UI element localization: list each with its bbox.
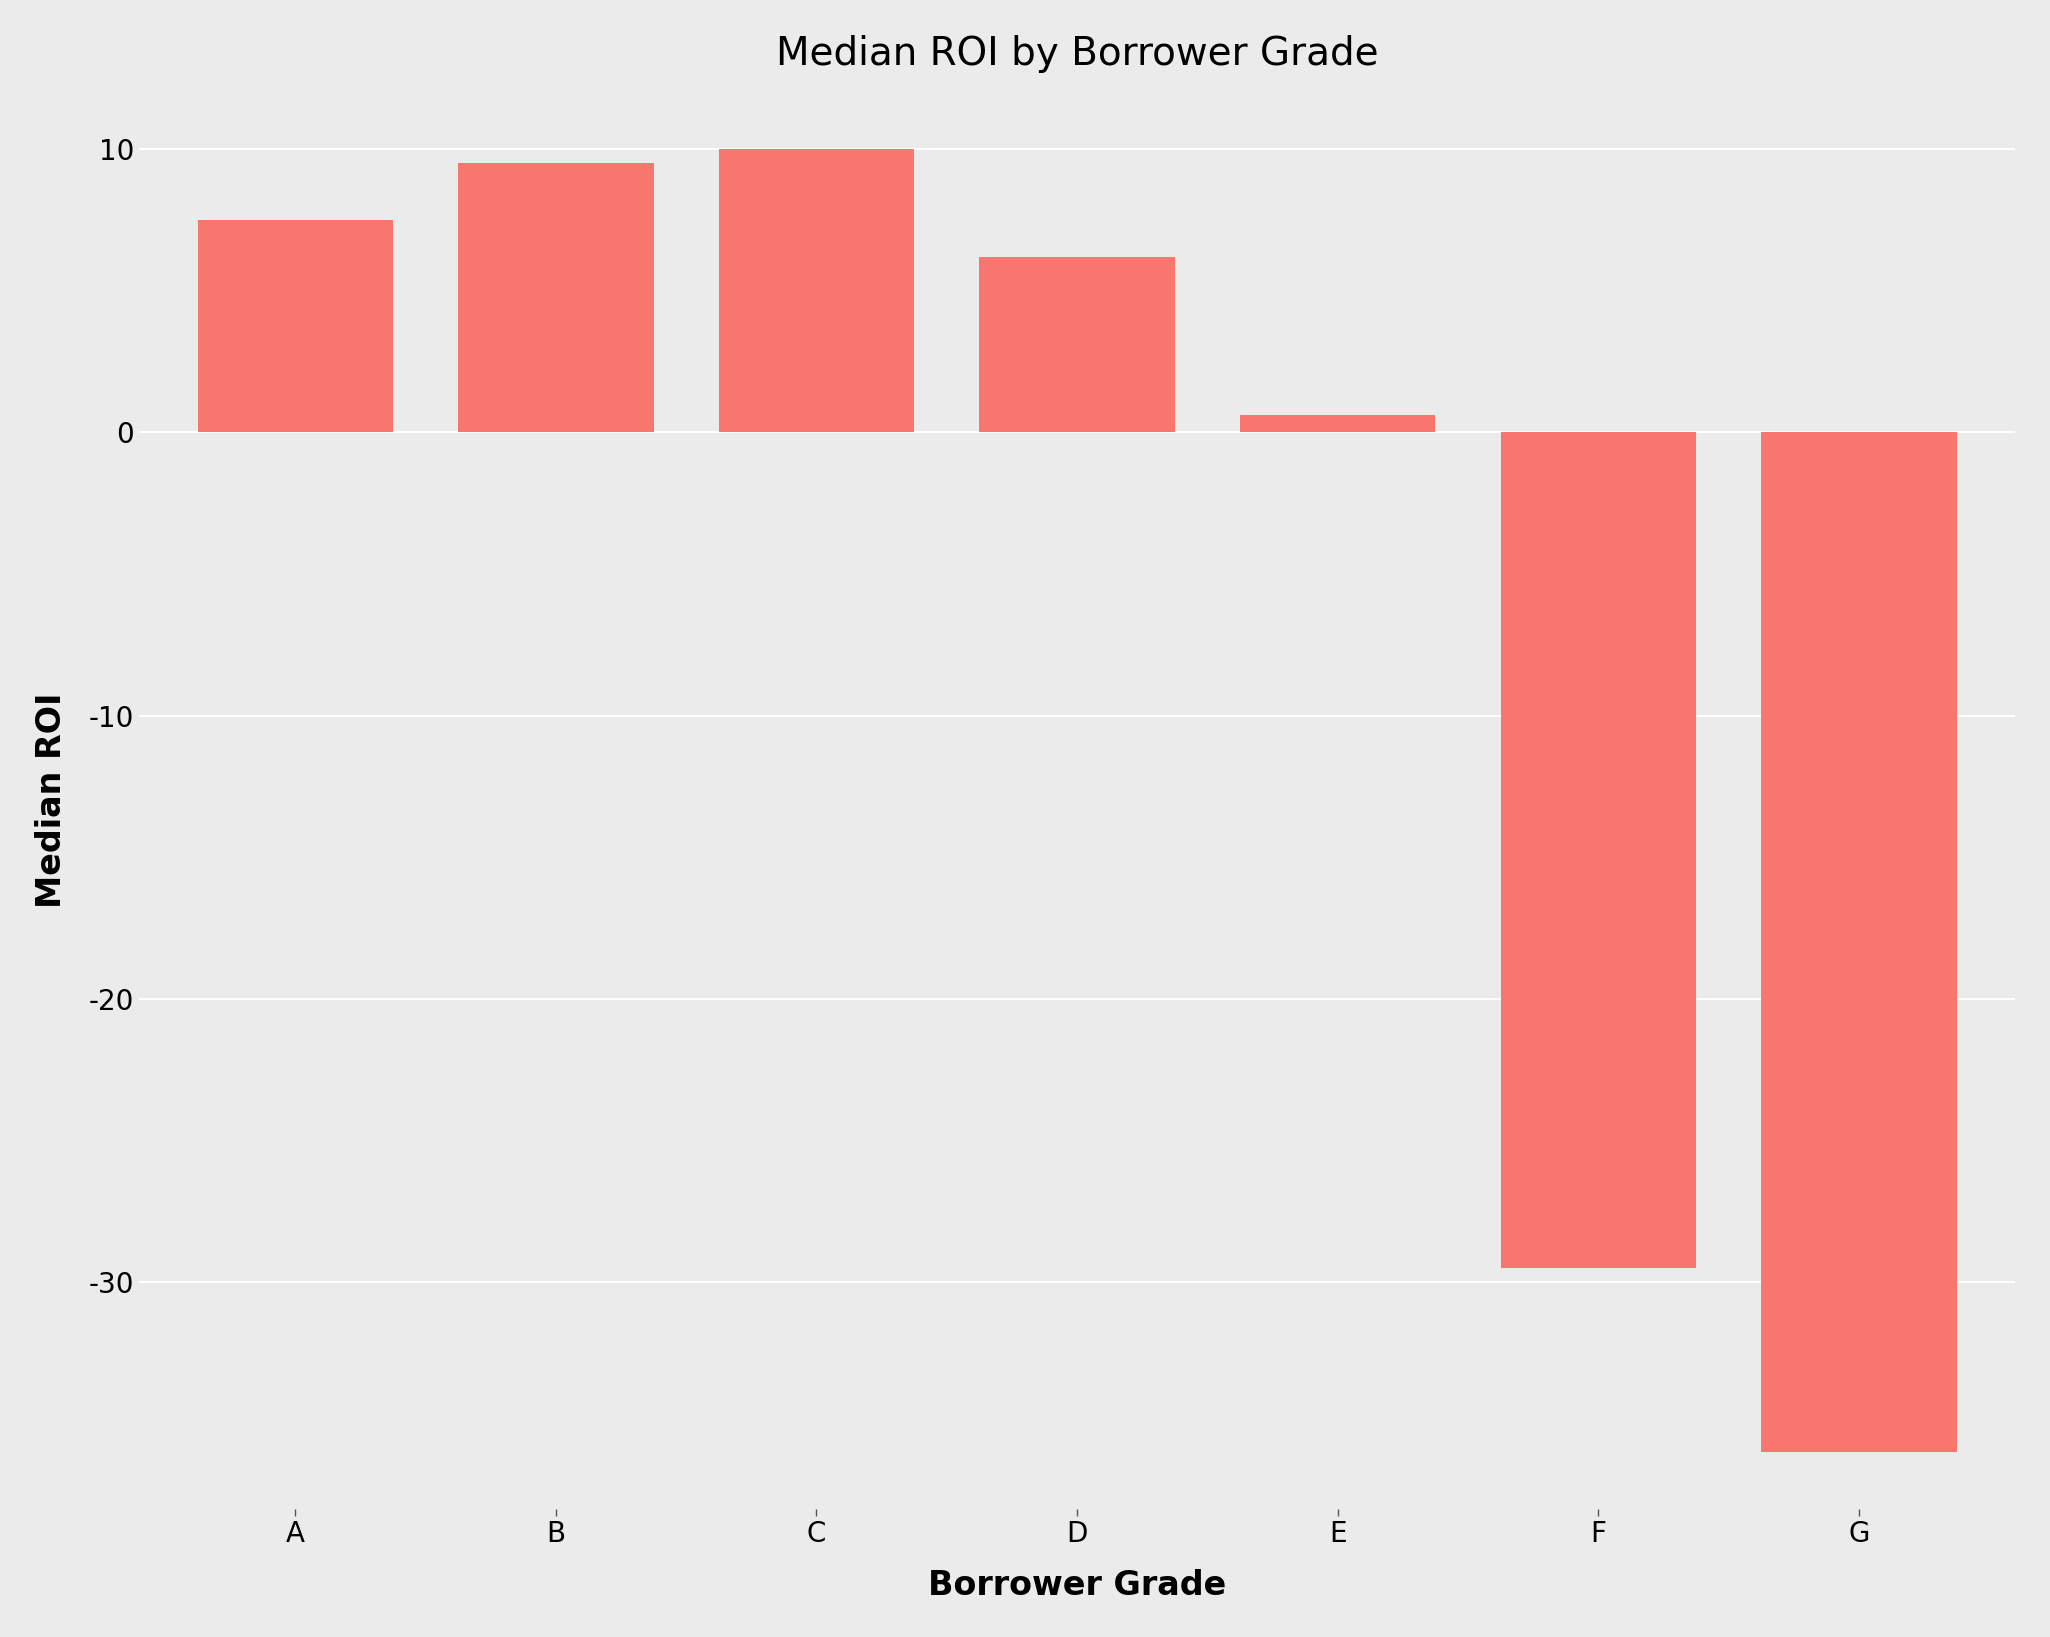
Y-axis label: Median ROI: Median ROI (35, 692, 68, 909)
Title: Median ROI by Borrower Grade: Median ROI by Borrower Grade (775, 34, 1378, 72)
X-axis label: Borrower Grade: Borrower Grade (929, 1570, 1226, 1603)
Bar (720, 149, 914, 432)
Bar (980, 257, 1175, 432)
Bar (1761, 432, 1956, 1452)
Bar (1501, 432, 1695, 1269)
Bar (457, 164, 654, 432)
Bar (1240, 416, 1435, 432)
Bar (197, 219, 394, 432)
